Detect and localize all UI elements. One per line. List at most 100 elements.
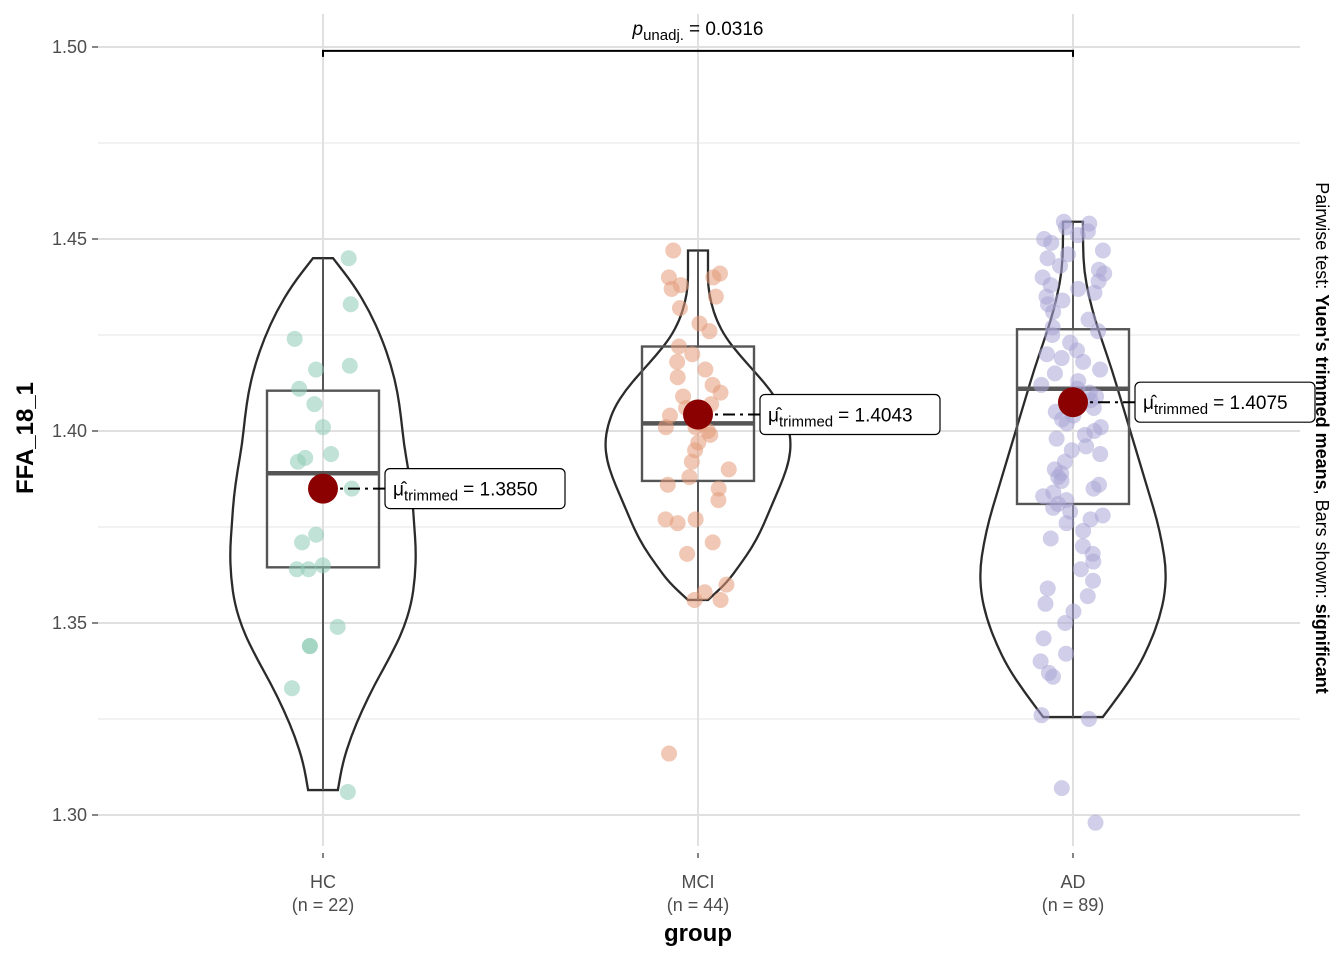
data-point: [1042, 530, 1059, 547]
data-point: [288, 561, 305, 578]
data-point: [1058, 415, 1075, 432]
trimmed-mean-point: [308, 473, 338, 504]
data-point: [669, 369, 686, 386]
data-point: [1092, 446, 1109, 463]
mean-subscript: trimmed: [779, 413, 833, 430]
data-point: [671, 300, 688, 317]
data-point: [1072, 561, 1089, 578]
data-point: [663, 280, 680, 297]
data-point: [1045, 499, 1062, 516]
data-point: [669, 515, 686, 532]
violin-layer: [229, 220, 1167, 792]
data-point: [1054, 292, 1071, 309]
caption: Pairwise test: Yuen's trimmed means, Bar…: [1312, 182, 1332, 693]
data-point: [1048, 430, 1065, 447]
data-point: [1085, 553, 1102, 570]
data-point: [704, 534, 721, 551]
data-point: [686, 591, 703, 608]
x-tick-count: (n = 44): [667, 895, 730, 915]
data-point: [1058, 515, 1075, 532]
mean-label-text: μ̂trimmed = 1.4043: [768, 405, 913, 430]
data-point: [1085, 399, 1102, 416]
data-point: [1085, 572, 1102, 589]
data-point: [1035, 488, 1052, 505]
data-point: [308, 526, 325, 543]
x-tick-count: (n = 22): [292, 895, 355, 915]
data-point: [707, 288, 724, 305]
data-point: [1063, 442, 1080, 459]
data-point: [1075, 353, 1092, 370]
mean-value: = 1.3850: [463, 480, 538, 501]
data-point: [705, 269, 722, 286]
data-point: [1070, 280, 1087, 297]
y-tick-label: 1.35: [52, 613, 87, 633]
data-point: [1033, 376, 1050, 393]
data-point: [681, 469, 698, 486]
data-point: [289, 453, 306, 470]
data-point: [1080, 311, 1097, 328]
data-point: [1053, 472, 1070, 489]
data-point: [1085, 480, 1102, 497]
caption-middle: , Bars shown:: [1312, 490, 1332, 604]
data-point: [701, 323, 718, 340]
data-point: [1038, 346, 1055, 363]
data-point: [1057, 219, 1074, 236]
data-point: [1059, 246, 1076, 263]
data-point: [1052, 257, 1069, 274]
data-point: [315, 419, 332, 436]
data-point: [1092, 361, 1109, 378]
data-point: [718, 576, 735, 593]
x-axis-title: group: [664, 920, 732, 947]
data-point: [702, 426, 719, 443]
y-tick-label: 1.45: [52, 229, 87, 249]
data-point: [669, 353, 686, 370]
data-point: [1094, 242, 1111, 259]
data-point: [687, 511, 704, 528]
data-point: [1037, 595, 1054, 612]
data-point: [306, 396, 323, 413]
violin-ad: [979, 220, 1167, 719]
x-tick-label: MCI: [682, 872, 715, 892]
data-point: [1039, 250, 1056, 267]
data-point: [683, 453, 700, 470]
data-point: [710, 480, 727, 497]
data-point: [1035, 630, 1052, 647]
data-point: [720, 461, 737, 478]
data-point: [657, 511, 674, 528]
mean-value: = 1.4075: [1213, 393, 1288, 414]
data-point: [1080, 711, 1097, 727]
axes-layer: 1.30 1.35 1.40 1.45 1.50 HC (n = 22) MCI (n = 44…: [52, 37, 1104, 915]
data-point: [679, 545, 696, 562]
data-point: [294, 534, 311, 551]
data-point: [1075, 522, 1092, 539]
data-point: [1033, 707, 1050, 724]
caption-test-name: Yuen's trimmed means: [1312, 294, 1332, 489]
mean-label-box: [384, 468, 566, 510]
data-point: [342, 296, 359, 313]
mean-label-box: [1134, 381, 1316, 423]
trimmed-mean-point: [683, 399, 713, 430]
caption-prefix: Pairwise test:: [1312, 182, 1332, 294]
data-point: [657, 419, 674, 436]
p-subscript: unadj.: [643, 27, 684, 44]
data-point: [1044, 327, 1061, 343]
mean-subscript: trimmed: [404, 488, 458, 505]
y-tick-label: 1.50: [52, 37, 87, 57]
data-point: [1046, 365, 1063, 382]
violin-mci: [604, 249, 792, 602]
data-point: [712, 591, 729, 608]
data-point: [1057, 615, 1074, 631]
mean-label-box: [759, 393, 941, 436]
data-point: [712, 384, 729, 401]
data-point: [710, 492, 727, 509]
data-point: [323, 446, 340, 463]
trimmed-mean-point: [1058, 387, 1088, 418]
data-point: [1069, 227, 1086, 244]
data-point: [1053, 780, 1070, 797]
data-point: [659, 476, 676, 493]
data-point: [1043, 234, 1060, 251]
data-point: [1090, 323, 1107, 340]
data-point: [300, 561, 317, 578]
